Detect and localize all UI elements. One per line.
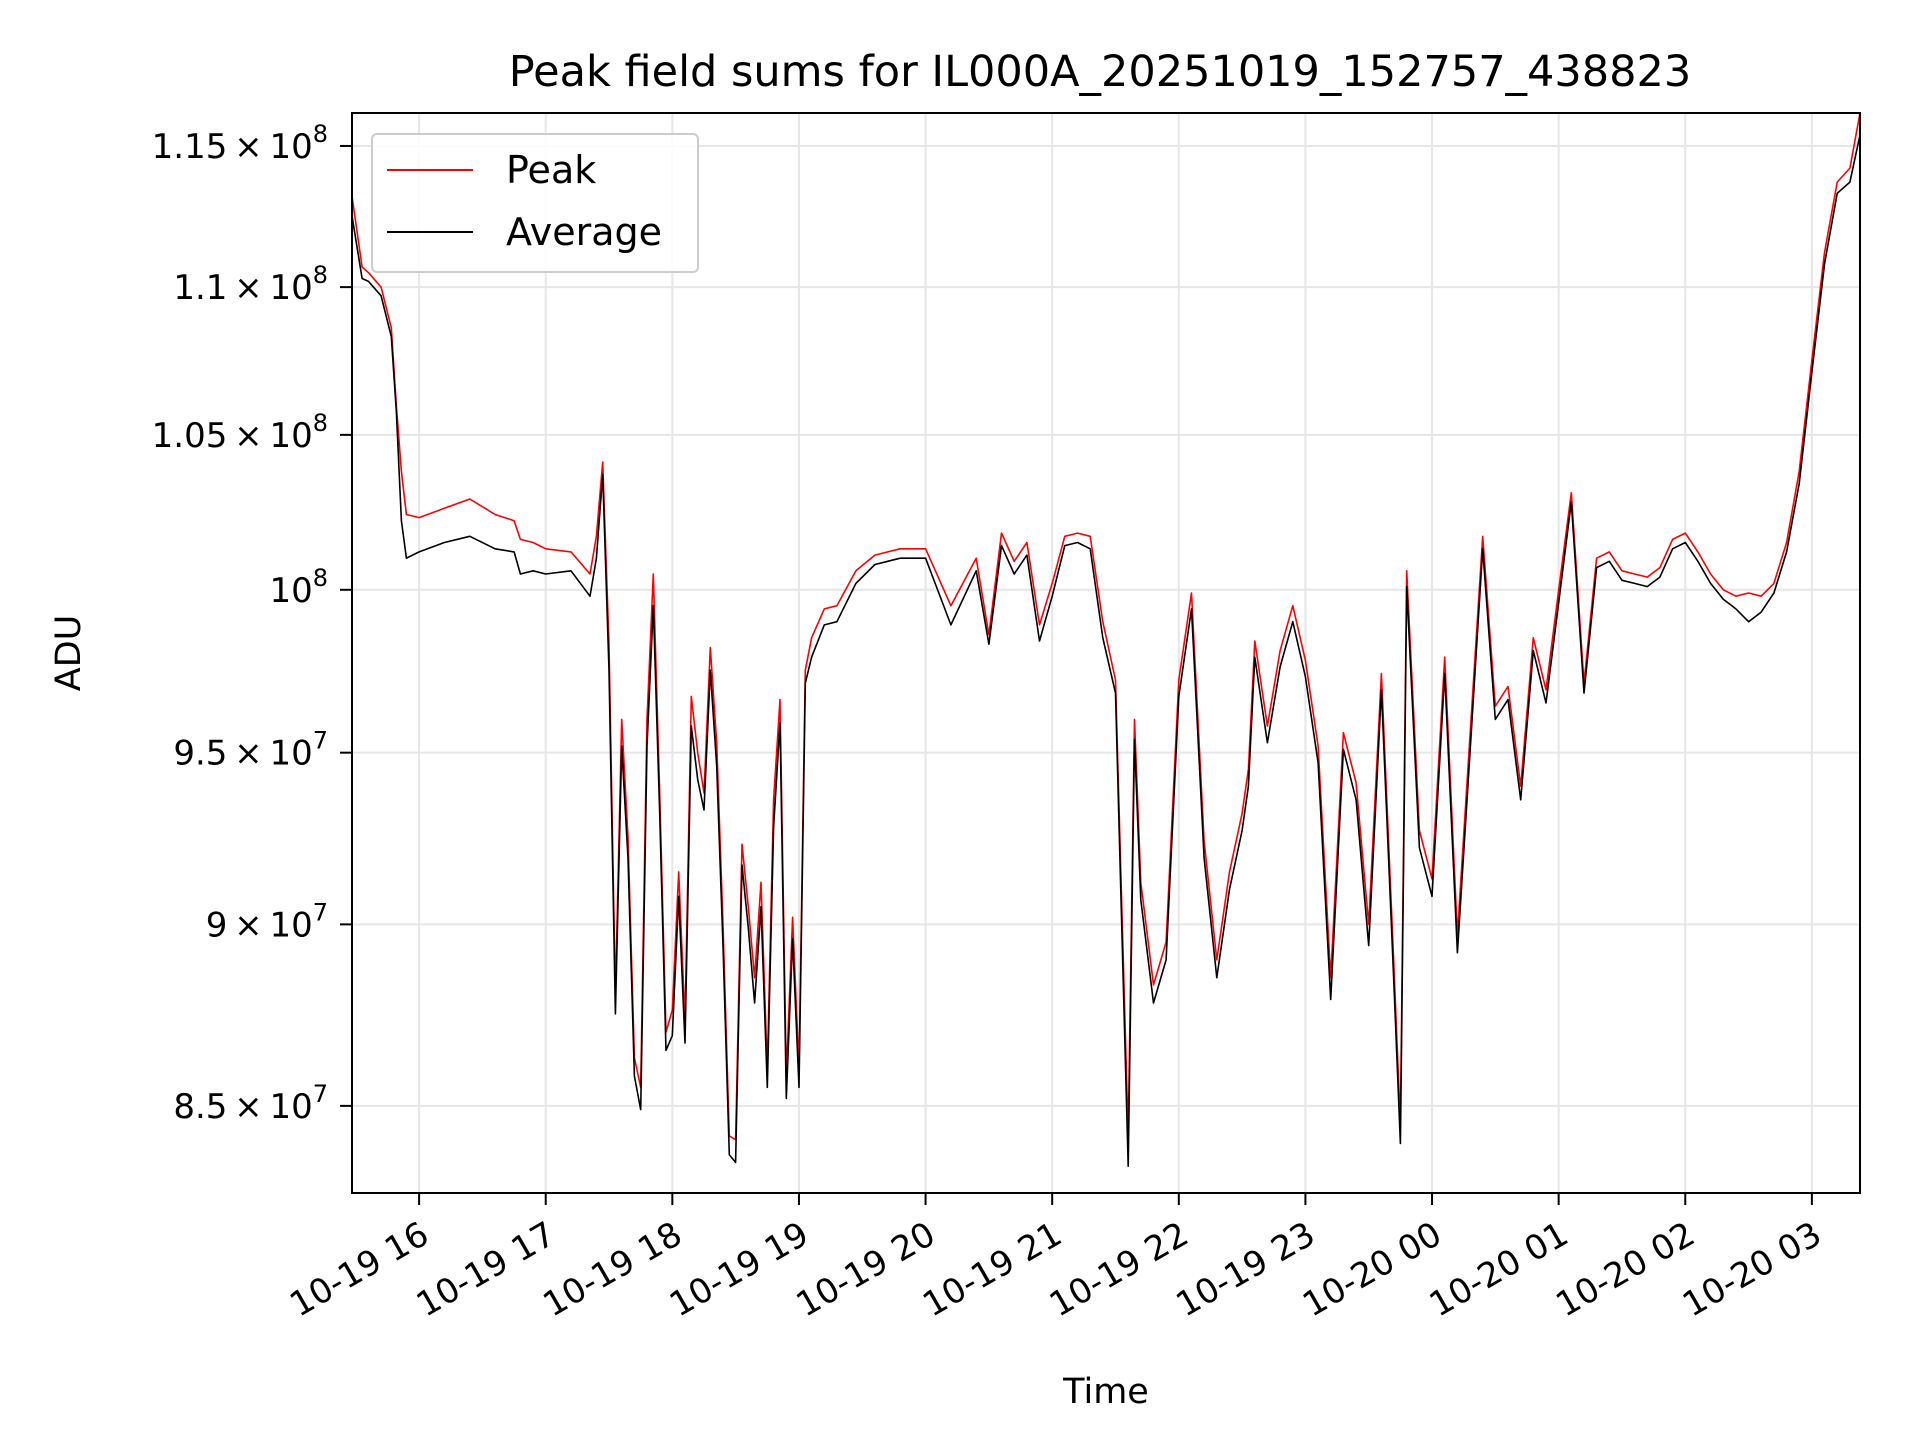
y-axis: 8.5 × 107 9 × 107 9.5 × 107 108 1.05 × 108 1.… — [152, 120, 352, 1127]
y-tick-label: 1.15 × 108 — [152, 120, 328, 167]
grid — [352, 113, 1860, 1193]
y-tick-label: 1.05 × 108 — [152, 409, 328, 456]
legend-label-average: Average — [506, 210, 662, 254]
y-tick-label: 8.5 × 107 — [173, 1080, 328, 1127]
y-axis-label: ADU — [49, 615, 89, 692]
chart-title: Peak field sums for IL000A_20251019_1527… — [509, 47, 1691, 97]
y-tick-label: 1.1 × 108 — [173, 261, 328, 308]
plot-frame — [351, 112, 1861, 1194]
y-tick-label: 9.5 × 107 — [173, 727, 328, 774]
y-tick-label: 108 — [269, 564, 328, 611]
series-lines — [352, 113, 1860, 1167]
series-line-average — [352, 134, 1860, 1167]
x-axis-label: Time — [1062, 1372, 1149, 1412]
legend-label-peak: Peak — [506, 148, 596, 192]
y-tick-label: 9 × 107 — [206, 898, 328, 945]
legend-box — [371, 133, 699, 273]
legend: Peak Average — [371, 133, 699, 273]
